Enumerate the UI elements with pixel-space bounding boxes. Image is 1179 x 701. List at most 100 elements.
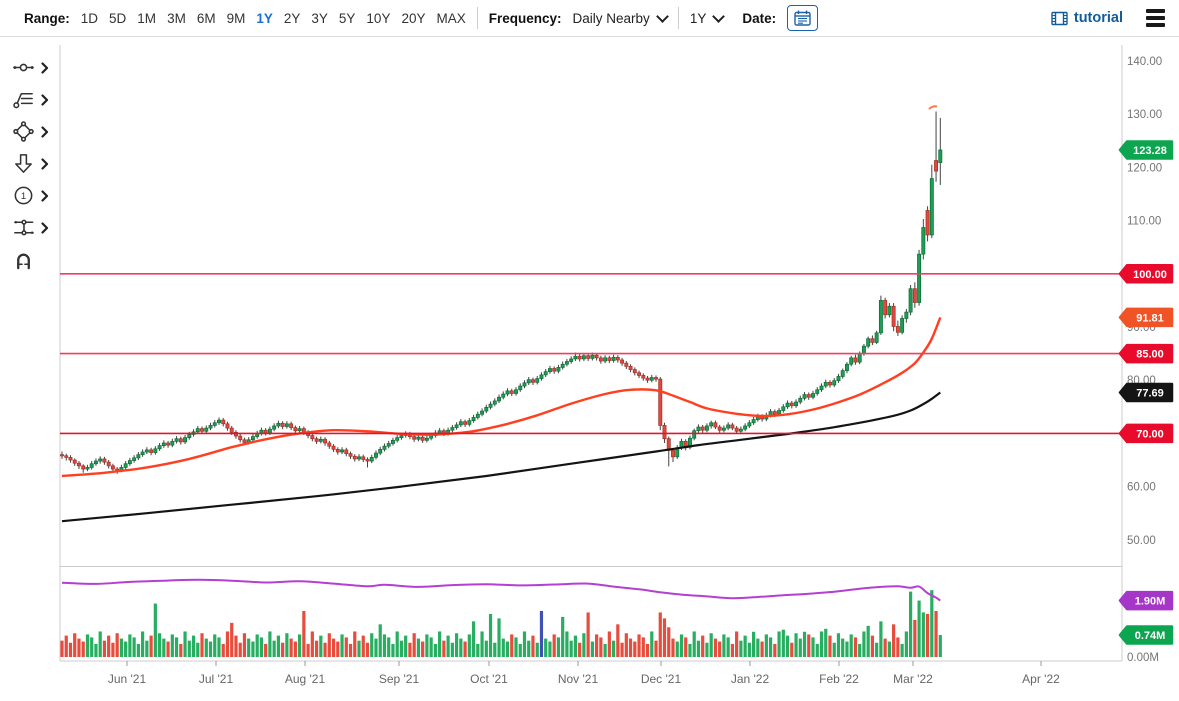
candle-body — [628, 366, 633, 370]
range-option-6M[interactable]: 6M — [196, 10, 216, 26]
candle-body — [870, 338, 875, 343]
candle-body — [212, 422, 217, 426]
volume-bar — [828, 635, 832, 657]
volume-bar — [387, 637, 391, 657]
range-option-3M[interactable]: 3M — [167, 10, 186, 26]
volume-bar — [781, 629, 785, 657]
candle-body — [904, 311, 909, 319]
volume-bar — [404, 635, 408, 657]
candle-body — [781, 406, 786, 411]
range-option-1M[interactable]: 1M — [137, 10, 157, 26]
volume-bar — [535, 642, 539, 657]
volume-bar — [633, 641, 637, 657]
candle-body — [280, 422, 285, 427]
trendline-tool[interactable] — [12, 56, 49, 79]
volume-bar — [501, 638, 505, 657]
volume-bar — [624, 633, 628, 657]
volume-bar — [242, 633, 247, 657]
range-option-1Y[interactable]: 1Y — [256, 10, 273, 26]
candle-body — [849, 357, 854, 365]
chevron-down-icon — [712, 9, 726, 23]
volume-bar — [416, 638, 421, 657]
volume-bar — [174, 637, 179, 657]
volume-bar — [777, 631, 781, 657]
candle-body — [577, 355, 582, 360]
range-option-20Y[interactable]: 20Y — [401, 10, 426, 26]
candle-body — [641, 375, 646, 379]
candle-body — [183, 437, 187, 443]
candle-body — [77, 462, 81, 467]
svg-text:1: 1 — [21, 191, 26, 202]
candle-body — [556, 367, 561, 372]
range-option-5Y[interactable]: 5Y — [338, 10, 356, 26]
volume-bar — [628, 638, 633, 657]
candle-body — [64, 455, 69, 458]
candle-body — [590, 354, 595, 359]
frequency-dropdown[interactable]: Daily Nearby — [572, 9, 669, 26]
arrow-tool[interactable] — [12, 152, 49, 175]
annotation-tool[interactable] — [12, 88, 49, 111]
volume-bar — [128, 634, 132, 657]
svg-text:123.28: 123.28 — [1133, 145, 1167, 157]
candle-body — [857, 353, 862, 363]
candle-body — [823, 381, 828, 387]
volume-bar — [412, 633, 416, 657]
range-option-5D[interactable]: 5D — [109, 10, 127, 26]
candle-body — [772, 411, 777, 415]
volume-bar — [858, 643, 862, 657]
candle-body — [492, 400, 497, 405]
shapes-tool[interactable] — [12, 120, 49, 143]
range-option-10Y[interactable]: 10Y — [366, 10, 391, 26]
candle-body — [611, 356, 616, 361]
arrow-tool-icon — [15, 154, 32, 173]
candle-body — [934, 160, 939, 172]
candle-body — [594, 354, 599, 359]
price-badge-70.00: 70.00 — [1118, 423, 1174, 444]
volume-bar — [107, 635, 111, 657]
range-option-1D[interactable]: 1D — [80, 10, 99, 26]
frequency-value: Daily Nearby — [572, 10, 650, 26]
candle-body — [454, 424, 459, 428]
price-axis-label: 110.00 — [1127, 216, 1161, 228]
range-option-9M[interactable]: 9M — [226, 10, 246, 26]
candle-body — [522, 382, 527, 387]
volume-bar — [340, 634, 344, 657]
chevron-right-icon — [41, 189, 49, 202]
candle-body — [225, 423, 230, 429]
price-badge-123.28: 123.28 — [1118, 140, 1174, 160]
chevron-right-icon — [41, 61, 49, 74]
volume-bar — [213, 634, 217, 657]
volume-bar — [272, 640, 276, 657]
volume-bar — [102, 640, 107, 657]
price-axis-label: 130.00 — [1127, 109, 1162, 121]
candle-body — [692, 430, 697, 439]
candle-body — [925, 210, 930, 236]
counter-tool[interactable]: 1 — [12, 184, 49, 207]
date-picker-button[interactable] — [787, 5, 819, 31]
range-option-MAX[interactable]: MAX — [436, 10, 466, 26]
candle-body — [395, 437, 400, 441]
volume-bar — [344, 637, 348, 657]
volume-bar — [768, 637, 773, 657]
volume-bar — [518, 643, 522, 657]
volume-bar — [603, 643, 607, 657]
range-option-2Y[interactable]: 2Y — [283, 10, 301, 26]
measure-tool[interactable] — [12, 216, 49, 239]
volume-bar — [836, 633, 841, 657]
frequency-label: Frequency: — [488, 10, 562, 26]
volume-bar — [208, 641, 213, 657]
range-option-3Y[interactable]: 3Y — [311, 10, 328, 26]
volume-bar — [149, 635, 153, 657]
volume-bar — [756, 638, 760, 657]
candle-body — [552, 368, 557, 372]
candle-body — [297, 428, 302, 432]
candle-body — [509, 390, 514, 394]
candle-body — [505, 390, 510, 395]
tutorial-link[interactable]: tutorial — [1051, 10, 1123, 26]
candle-body — [429, 435, 434, 439]
magnet-tool[interactable] — [12, 248, 49, 271]
period-dropdown[interactable]: 1Y — [690, 9, 726, 26]
hamburger-menu-icon[interactable] — [1146, 9, 1165, 27]
volume-bar — [539, 610, 544, 657]
